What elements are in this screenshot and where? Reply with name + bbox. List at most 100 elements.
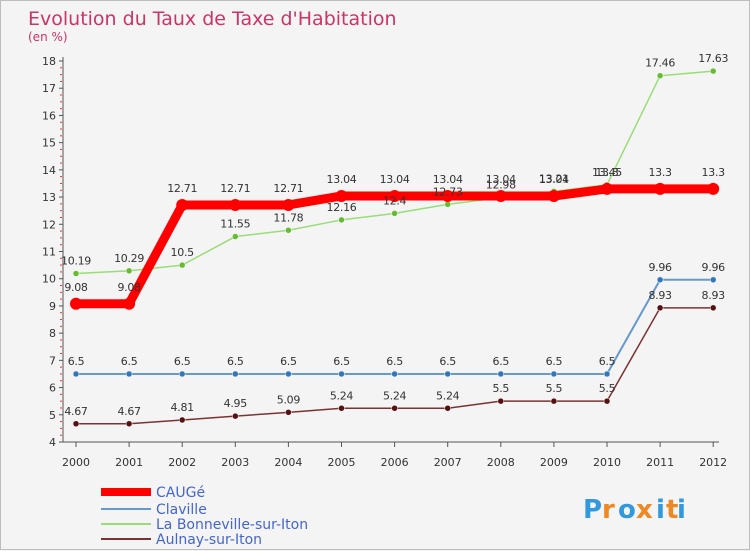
data-point [709, 304, 717, 312]
data-label: 6.5 [439, 355, 456, 368]
y-tick-label: 5 [49, 409, 56, 422]
y-tick-label: 10 [42, 273, 56, 286]
data-point [72, 270, 80, 277]
data-label: 9.08 [64, 281, 88, 294]
data-point [550, 397, 558, 405]
data-point [391, 370, 398, 378]
y-tick-label: 16 [42, 109, 56, 122]
data-label: 12.4 [383, 194, 407, 207]
data-label: 6.5 [386, 355, 403, 368]
data-point [603, 397, 611, 405]
x-tick-label: 2002 [168, 456, 196, 469]
x-tick-label: 2007 [434, 456, 462, 469]
data-point [232, 233, 239, 240]
data-label: 12.71 [167, 182, 197, 195]
data-point [391, 405, 398, 412]
data-point [70, 297, 82, 310]
logo-letter: x [636, 495, 653, 525]
data-label: 11.55 [220, 218, 250, 231]
data-point [497, 370, 505, 378]
data-point [282, 198, 295, 211]
y-tick-label: 7 [49, 354, 56, 367]
data-point [709, 67, 717, 75]
data-label: 8.93 [702, 289, 726, 302]
data-point [601, 182, 613, 195]
data-point [444, 201, 451, 208]
data-point [547, 189, 560, 202]
y-tick-label: 13 [42, 191, 56, 204]
x-tick-label: 2005 [328, 456, 356, 469]
data-label: 9.96 [702, 261, 726, 274]
data-point [229, 198, 242, 211]
data-point [335, 189, 348, 202]
data-label: 4.67 [64, 405, 88, 418]
data-label: 12.98 [486, 179, 516, 192]
data-label: 4.67 [117, 405, 141, 418]
data-label: 8.93 [648, 289, 672, 302]
data-label: 5.5 [599, 382, 616, 395]
data-label: 9.96 [648, 261, 672, 274]
data-label: 5.24 [383, 389, 407, 402]
x-tick-label: 2010 [593, 456, 621, 469]
data-point [176, 198, 189, 211]
logo-letter: i [677, 495, 686, 525]
data-point [125, 370, 133, 378]
data-label: 13.04 [327, 173, 357, 186]
x-tick-label: 2006 [381, 456, 409, 469]
data-label: 13.04 [539, 173, 569, 186]
y-tick-label: 12 [42, 218, 56, 231]
data-label: 6.5 [227, 355, 244, 368]
data-label: 6.5 [121, 355, 138, 368]
y-tick-label: 9 [49, 300, 56, 313]
legend-label: Aulnay-sur-Iton [156, 532, 262, 548]
data-point [232, 412, 239, 420]
data-label: 4.81 [171, 401, 194, 414]
data-point [494, 189, 507, 202]
y-tick-label: 15 [42, 137, 56, 150]
data-label: 4.95 [224, 397, 248, 410]
legend-label: Claville [156, 502, 207, 518]
data-point [285, 227, 292, 234]
logo-letter: t [666, 495, 678, 525]
data-point [178, 261, 186, 269]
data-point [550, 370, 558, 378]
x-tick-label: 2012 [699, 456, 727, 469]
y-tick-label: 6 [49, 382, 56, 395]
y-tick-label: 14 [42, 164, 56, 177]
data-point [654, 182, 667, 195]
x-tick-label: 2004 [274, 456, 302, 469]
data-point [391, 210, 398, 217]
data-point [709, 276, 717, 284]
data-label: 12.71 [220, 182, 250, 195]
chart-subtitle: (en %) [28, 30, 68, 44]
data-point [388, 189, 401, 202]
data-label: 12.71 [273, 182, 303, 195]
x-tick-label: 2009 [540, 456, 568, 469]
data-point [178, 416, 186, 424]
y-tick-label: 11 [42, 246, 56, 259]
legend-label: La Bonneville-sur-Iton [156, 517, 308, 533]
x-tick-label: 2001 [115, 456, 143, 469]
data-label: 6.5 [280, 355, 297, 368]
y-tick-label: 4 [49, 436, 56, 449]
data-label: 6.5 [546, 355, 563, 368]
data-label: 17.63 [698, 52, 728, 65]
data-point [441, 189, 454, 202]
data-point [444, 405, 451, 412]
data-point [125, 420, 133, 428]
logo-letter: P [583, 495, 602, 525]
data-label: 5.24 [330, 389, 354, 402]
data-label: 17.46 [645, 57, 675, 70]
data-point [656, 72, 664, 79]
y-tick-label: 17 [42, 82, 56, 95]
data-label: 5.5 [493, 382, 510, 395]
logo-letter: o [618, 495, 636, 525]
y-tick-label: 8 [49, 327, 56, 340]
data-label: 11.78 [273, 211, 303, 224]
series-markers [70, 67, 720, 428]
